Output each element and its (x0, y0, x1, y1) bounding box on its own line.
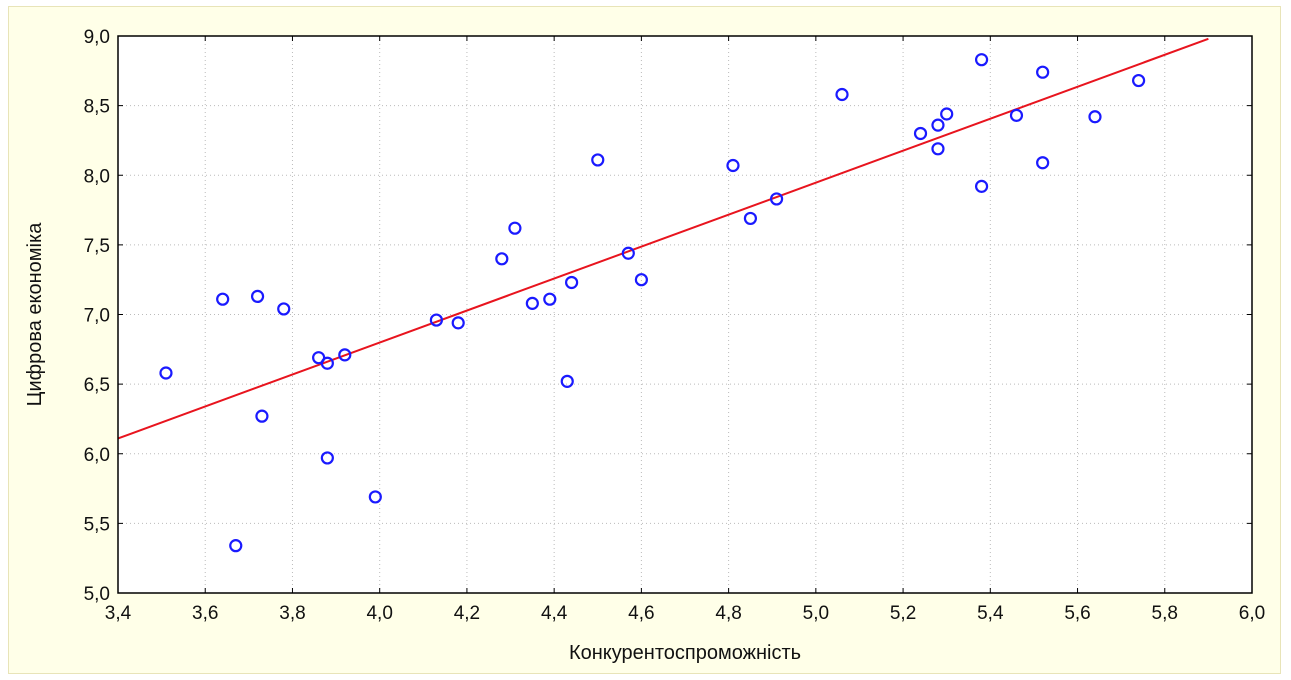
data-point (250, 289, 265, 303)
data-point (451, 316, 465, 330)
data-point (974, 53, 989, 67)
fit-line-group (117, 37, 1209, 440)
y-tick-label: 5,5 (84, 514, 110, 535)
x-axis-title: Конкурентоспроможність (569, 642, 801, 664)
y-tick-label: 9,0 (84, 27, 110, 48)
data-point (255, 409, 269, 423)
y-tick-label: 7,0 (84, 306, 110, 327)
data-point (543, 292, 557, 306)
data-point (1088, 110, 1102, 124)
data-point (769, 192, 784, 206)
grid (118, 36, 1252, 593)
data-point (931, 118, 945, 132)
data-point (216, 292, 230, 306)
axis-ticks: 3,4 3,6 3,8 4,0 4,2 4,4 4,6 4,8 5,0 5,2 5,4 5,6 5,8 6… (84, 27, 1266, 624)
data-point (621, 246, 635, 260)
y-axis-title: Цифрова економіка (24, 222, 46, 407)
data-point (835, 87, 849, 102)
x-tick-label: 4,0 (366, 603, 392, 624)
data-point (495, 252, 509, 266)
data-point (931, 142, 945, 156)
data-point (726, 158, 740, 173)
data-point (1131, 73, 1146, 88)
data-point (338, 348, 352, 362)
y-tick-label: 6,5 (84, 375, 110, 396)
x-tick-label: 4,2 (454, 603, 480, 624)
x-tick-label: 3,8 (279, 603, 305, 624)
data-point (229, 539, 243, 553)
x-tick-label: 3,6 (192, 603, 218, 624)
data-point (974, 179, 989, 193)
x-tick-label: 4,8 (715, 603, 741, 624)
data-point (277, 302, 291, 316)
data-points (159, 53, 1146, 553)
y-tick-label: 8,0 (84, 166, 110, 187)
data-point (634, 273, 648, 287)
data-point (591, 153, 605, 167)
x-tick-label: 5,4 (977, 603, 1004, 624)
x-tick-label: 5,2 (890, 603, 916, 624)
data-point (564, 275, 579, 290)
data-point (525, 296, 539, 310)
x-tick-label: 5,8 (1152, 603, 1178, 624)
data-point (1009, 108, 1024, 122)
data-point (1036, 65, 1050, 79)
x-tick-label: 6,0 (1239, 603, 1265, 624)
data-point (560, 374, 574, 388)
x-tick-label: 4,4 (541, 603, 568, 624)
data-point (940, 107, 954, 121)
scatter-chart: 3,4 3,6 3,8 4,0 4,2 4,4 4,6 4,8 5,0 5,2 5,4 5,6 5,8 6… (24, 27, 1266, 664)
y-tick-label: 5,0 (84, 584, 110, 605)
x-tick-label: 5,0 (803, 603, 829, 624)
data-point (743, 211, 758, 226)
regression-line (117, 37, 1209, 440)
x-tick-label: 5,6 (1064, 603, 1090, 624)
x-tick-label: 4,6 (628, 603, 654, 624)
data-point (320, 451, 334, 465)
plot-frame (117, 35, 1253, 594)
y-tick-label: 7,5 (84, 236, 110, 257)
y-tick-label: 6,0 (84, 445, 110, 466)
y-tick-label: 8,5 (84, 97, 110, 118)
data-point (320, 356, 334, 370)
chart-figure: 3,4 3,6 3,8 4,0 4,2 4,4 4,6 4,8 5,0 5,2 5,4 5,6 5,8 6… (8, 6, 1281, 674)
data-point (159, 366, 173, 380)
data-point (429, 313, 443, 327)
x-tick-label: 3,4 (105, 603, 132, 624)
data-point (508, 221, 522, 235)
data-point (913, 126, 928, 141)
data-point (368, 490, 382, 504)
data-point (1036, 156, 1050, 170)
plot-area (118, 36, 1252, 593)
